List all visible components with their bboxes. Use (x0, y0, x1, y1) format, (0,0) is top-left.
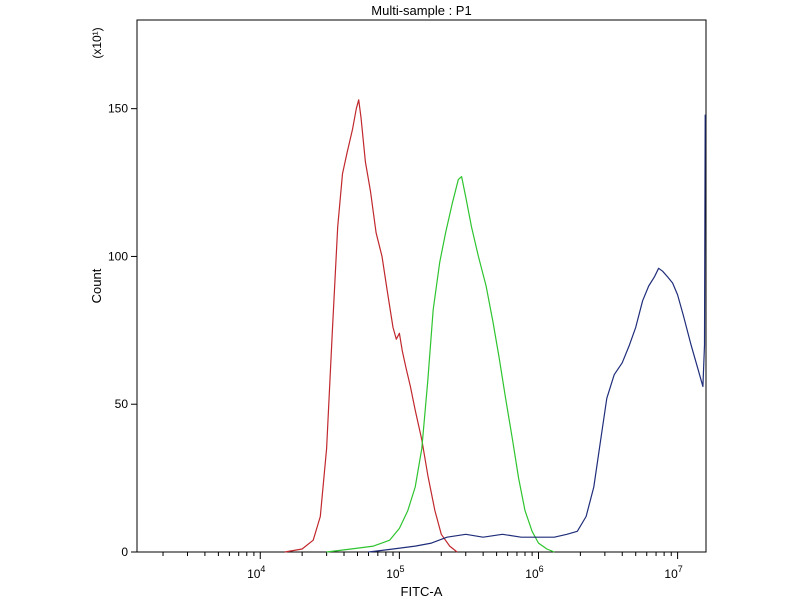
chart-title: Multi-sample : P1 (371, 3, 471, 18)
y-tick-label: 0 (121, 545, 128, 559)
x-tick-label: 107 (664, 564, 682, 581)
plot-area-frame (136, 19, 707, 553)
y-tick-label: 150 (108, 102, 128, 116)
y-axis-multiplier-label: (x10¹) (90, 27, 104, 58)
series-layer (284, 99, 706, 553)
x-tick-label: 106 (525, 564, 543, 581)
series-line-2 (326, 176, 555, 553)
series-line-3 (368, 114, 706, 553)
x-axis-label: FITC-A (401, 584, 443, 599)
x-tick-label: 104 (247, 564, 265, 581)
series-line-1 (284, 99, 458, 553)
y-tick-label: 100 (108, 249, 128, 263)
y-axis-label: Count (89, 268, 104, 303)
x-tick-label: 105 (386, 564, 404, 581)
y-axis-ticks: 0 50 100 150 (108, 102, 137, 559)
y-tick-label: 50 (115, 397, 129, 411)
x-axis-ticks: 104 105 106 107 (162, 552, 683, 581)
